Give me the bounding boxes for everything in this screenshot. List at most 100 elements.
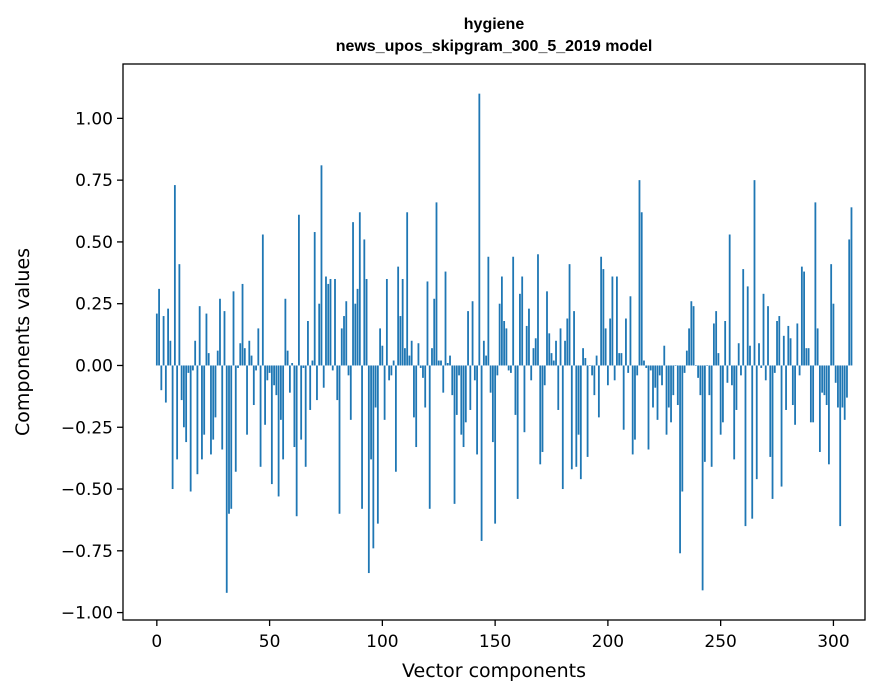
bar-component-116 — [417, 343, 420, 366]
bar-component-173 — [546, 291, 548, 366]
bar-component-217 — [645, 365, 648, 368]
bar-component-7 — [171, 365, 174, 490]
bar-component-158 — [512, 256, 515, 366]
bar-component-0 — [155, 313, 158, 366]
bar-component-97 — [374, 365, 377, 408]
bar-component-291 — [812, 365, 815, 423]
bar-component-152 — [498, 303, 501, 366]
bar-component-131 — [451, 365, 454, 396]
bar-component-284 — [796, 323, 799, 366]
bar-component-166 — [530, 365, 533, 381]
bar-component-244 — [706, 365, 709, 366]
bar-component-237 — [690, 301, 693, 366]
bar-component-115 — [415, 365, 418, 448]
bar-component-51 — [270, 365, 273, 485]
bar-component-144 — [480, 365, 483, 541]
bar-component-10 — [178, 264, 181, 366]
bar-component-57 — [284, 298, 287, 366]
bar-component-54 — [277, 365, 280, 497]
x-tick-label: 50 — [259, 632, 281, 652]
bar-component-197 — [600, 256, 603, 366]
bar-component-256 — [733, 365, 736, 460]
bar-component-69 — [311, 360, 314, 366]
bar-component-16 — [192, 365, 194, 371]
bar-component-224 — [661, 365, 663, 386]
bar-component-52 — [273, 365, 275, 386]
bar-component-294 — [818, 365, 821, 452]
bar-component-262 — [746, 286, 749, 366]
bar-component-240 — [697, 365, 699, 378]
bar-component-196 — [597, 365, 600, 418]
bar-component-199 — [604, 328, 607, 366]
bar-component-36 — [237, 365, 239, 368]
bar-component-241 — [699, 365, 702, 396]
bar-component-304 — [841, 365, 844, 408]
bar-component-236 — [688, 328, 690, 366]
x-tick-label: 250 — [704, 632, 736, 652]
bar-component-108 — [399, 316, 402, 366]
bar-component-82 — [340, 328, 343, 366]
bar-component-280 — [787, 325, 790, 366]
bar-component-248 — [715, 311, 718, 366]
bar-component-207 — [622, 365, 625, 430]
bar-component-68 — [309, 365, 312, 410]
bar-component-83 — [343, 316, 345, 366]
bar-component-169 — [537, 254, 539, 366]
bar-component-94 — [367, 365, 370, 574]
bar-component-121 — [428, 365, 431, 509]
bar-component-216 — [643, 360, 645, 366]
x-tick-label: 300 — [817, 632, 849, 652]
bar-component-91 — [361, 365, 363, 509]
bar-component-150 — [494, 365, 497, 524]
bar-component-177 — [555, 340, 557, 366]
bar-component-239 — [694, 365, 697, 366]
bar-component-296 — [823, 365, 826, 396]
bar-component-137 — [464, 365, 467, 423]
bar-component-218 — [647, 365, 650, 450]
bar-component-111 — [406, 212, 409, 366]
bar-component-32 — [228, 365, 230, 514]
bar-component-27 — [216, 350, 219, 366]
bar-component-66 — [304, 365, 307, 467]
bar-component-98 — [376, 365, 379, 524]
bar-component-222 — [656, 365, 659, 420]
bar-component-45 — [257, 328, 260, 366]
bar-component-136 — [462, 365, 465, 448]
bar-component-1 — [158, 288, 160, 366]
bar-component-130 — [449, 355, 451, 366]
bar-component-214 — [638, 180, 641, 366]
bar-component-20 — [201, 365, 203, 460]
y-axis-ticks: −1.00 −0.75 −0.50 −0.25 0.00 0.25 0.50 0.75 1.00 — [61, 109, 123, 624]
bar-component-271 — [767, 306, 769, 366]
bar-component-299 — [830, 264, 833, 366]
y-tick-label: 0.00 — [75, 356, 113, 376]
bar-component-113 — [410, 340, 413, 366]
bar-component-103 — [388, 365, 391, 381]
bar-component-195 — [595, 355, 598, 366]
bar-component-273 — [771, 365, 774, 499]
bar-component-292 — [814, 202, 817, 366]
bar-component-215 — [640, 212, 643, 366]
bar-component-275 — [776, 321, 778, 366]
bar-component-223 — [658, 365, 661, 376]
y-tick-label: −0.75 — [61, 542, 113, 562]
bar-component-47 — [261, 234, 264, 366]
bar-component-101 — [383, 365, 386, 420]
bar-component-105 — [392, 360, 395, 366]
chart-title-line-2: news_upos_skipgram_300_5_2019 model — [336, 38, 653, 55]
bar-component-270 — [764, 365, 767, 381]
bar-component-125 — [437, 360, 440, 366]
bar-component-274 — [773, 365, 776, 373]
y-tick-label: −0.50 — [61, 480, 113, 500]
bar-component-182 — [566, 318, 569, 366]
bar-component-29 — [221, 365, 224, 450]
bar-component-72 — [318, 303, 321, 366]
bar-component-3 — [162, 316, 165, 366]
bar-component-147 — [487, 256, 490, 366]
bar-component-187 — [577, 365, 580, 435]
bar-component-118 — [422, 365, 424, 378]
bar-component-5 — [167, 308, 169, 366]
bar-component-229 — [672, 365, 675, 396]
bar-component-203 — [613, 365, 616, 381]
bar-component-176 — [552, 360, 555, 366]
